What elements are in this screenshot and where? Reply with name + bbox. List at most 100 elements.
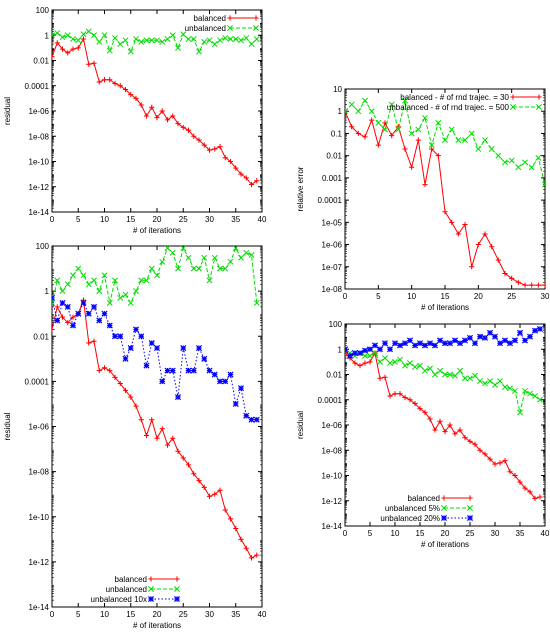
- data-point: [206, 493, 213, 499]
- data-point: [515, 164, 522, 171]
- data-point: [395, 126, 402, 133]
- data-point: [159, 108, 165, 114]
- data-point: [502, 159, 508, 166]
- data-point: [122, 37, 129, 44]
- data-point: [180, 345, 187, 352]
- data-point: [442, 371, 448, 378]
- data-point: [216, 378, 224, 385]
- data-point: [497, 460, 503, 466]
- data-point: [472, 372, 478, 379]
- data-point: [75, 45, 81, 51]
- data-point: [535, 154, 542, 161]
- x-tick-label: 30: [205, 610, 214, 619]
- y-tick-label: 0.0001: [25, 377, 50, 386]
- data-point: [527, 489, 533, 495]
- data-point: [491, 333, 499, 340]
- series-balanced-of-rnd-trajec-30: [345, 108, 545, 288]
- legend-label: unbalanced: [185, 24, 226, 33]
- data-point: [402, 146, 408, 152]
- data-point: [75, 37, 82, 44]
- data-point: [487, 378, 493, 385]
- data-point: [222, 507, 228, 513]
- data-point: [497, 378, 503, 385]
- x-tick-label: 15: [441, 292, 450, 301]
- data-point: [471, 340, 479, 347]
- data-point: [206, 147, 213, 153]
- data-point: [412, 400, 418, 407]
- data-point: [492, 381, 498, 388]
- x-tick-label: 35: [231, 215, 240, 224]
- data-point: [529, 282, 535, 288]
- series-line: [345, 99, 545, 185]
- x-tick-label: 20: [153, 610, 162, 619]
- data-point: [196, 478, 202, 484]
- x-tick-label: 5: [76, 610, 81, 619]
- data-point: [195, 345, 203, 352]
- data-point: [138, 277, 145, 284]
- data-point: [164, 117, 171, 123]
- data-point: [502, 384, 508, 391]
- data-point: [175, 44, 181, 51]
- y-axis-label: residual: [3, 412, 12, 440]
- data-point: [227, 36, 234, 43]
- data-point: [222, 378, 229, 385]
- x-tick-label: 40: [258, 215, 267, 224]
- data-point: [243, 35, 250, 42]
- data-point: [196, 265, 202, 272]
- data-point: [457, 367, 463, 374]
- y-tick-label: 0.01: [326, 371, 342, 380]
- data-point: [85, 28, 92, 35]
- y-tick-label: 1e-08: [29, 132, 50, 141]
- data-point: [164, 36, 171, 43]
- data-point: [54, 277, 61, 284]
- y-tick-label: 1e-06: [322, 421, 343, 430]
- data-point: [212, 491, 218, 497]
- legend-marker: [536, 94, 542, 100]
- data-point: [402, 394, 408, 401]
- data-point: [154, 435, 160, 441]
- data-point: [532, 392, 538, 399]
- legend-entry: balanced: [194, 14, 259, 23]
- y-tick-label: 1e-06: [29, 423, 50, 432]
- data-point: [101, 365, 108, 371]
- data-point: [481, 334, 489, 341]
- data-point: [542, 181, 545, 188]
- data-point: [392, 358, 398, 365]
- data-point: [154, 37, 160, 44]
- data-point: [532, 495, 538, 502]
- data-point: [91, 32, 97, 39]
- data-point: [233, 525, 239, 532]
- data-point: [64, 32, 71, 39]
- data-point: [466, 334, 474, 341]
- data-point: [185, 254, 192, 261]
- data-point: [201, 142, 207, 148]
- legend-entry: unbalanced: [106, 585, 180, 594]
- data-point: [516, 329, 524, 336]
- data-point: [492, 461, 498, 467]
- data-point: [442, 209, 448, 215]
- legend-marker: [536, 104, 542, 110]
- x-tick-label: 20: [441, 529, 450, 538]
- y-tick-label: 1e-06: [322, 241, 343, 250]
- data-point: [506, 340, 514, 347]
- data-point: [368, 108, 375, 115]
- data-point: [133, 36, 139, 43]
- data-point: [91, 277, 97, 284]
- data-point: [391, 340, 399, 347]
- data-point: [381, 340, 389, 347]
- data-point: [442, 137, 448, 144]
- data-point: [248, 252, 255, 258]
- data-point: [149, 104, 155, 110]
- y-tick-label: 1: [338, 345, 343, 354]
- data-point: [75, 265, 82, 272]
- y-tick-label: 100: [36, 242, 50, 251]
- data-point: [59, 46, 66, 52]
- data-point: [180, 455, 186, 461]
- data-point: [441, 340, 449, 347]
- data-point: [180, 31, 187, 38]
- series-unbalanced: [52, 246, 260, 306]
- data-point: [411, 342, 419, 349]
- series-unbalanced: [52, 28, 260, 55]
- legend-marker: [253, 15, 259, 21]
- data-point: [367, 352, 373, 359]
